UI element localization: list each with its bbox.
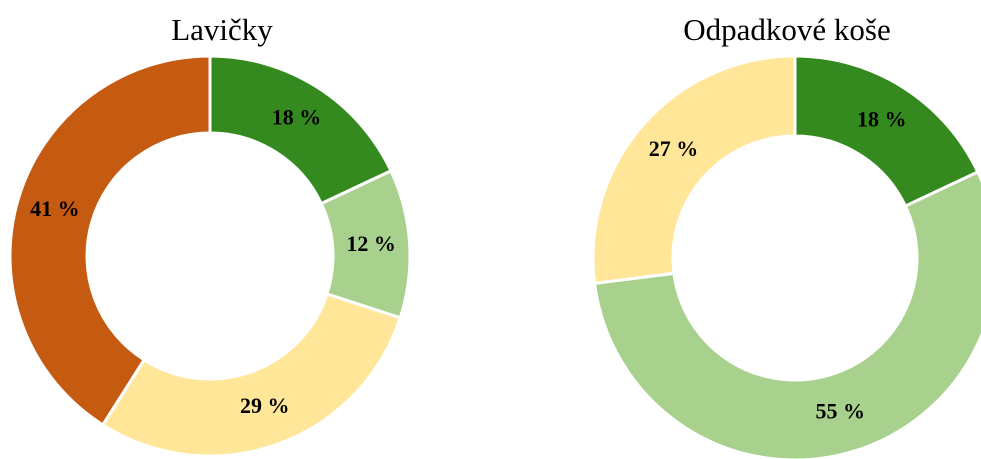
donut-slice (793, 54, 980, 209)
data-label: 29 % (240, 393, 290, 418)
data-label: 18 % (857, 106, 907, 131)
data-label: 18 % (272, 105, 322, 130)
chart-title: Lavičky (171, 12, 273, 47)
data-label: 27 % (649, 136, 699, 161)
data-label: 12 % (346, 231, 396, 256)
donut-slice (8, 54, 212, 427)
donut-slice (100, 292, 403, 458)
donut-slice (208, 54, 393, 206)
chart-title: Odpadkové koše (683, 12, 890, 47)
donut-slice (591, 54, 797, 285)
data-label: 41 % (30, 196, 80, 221)
data-label: 55 % (815, 399, 865, 424)
donut-slice (592, 169, 981, 459)
